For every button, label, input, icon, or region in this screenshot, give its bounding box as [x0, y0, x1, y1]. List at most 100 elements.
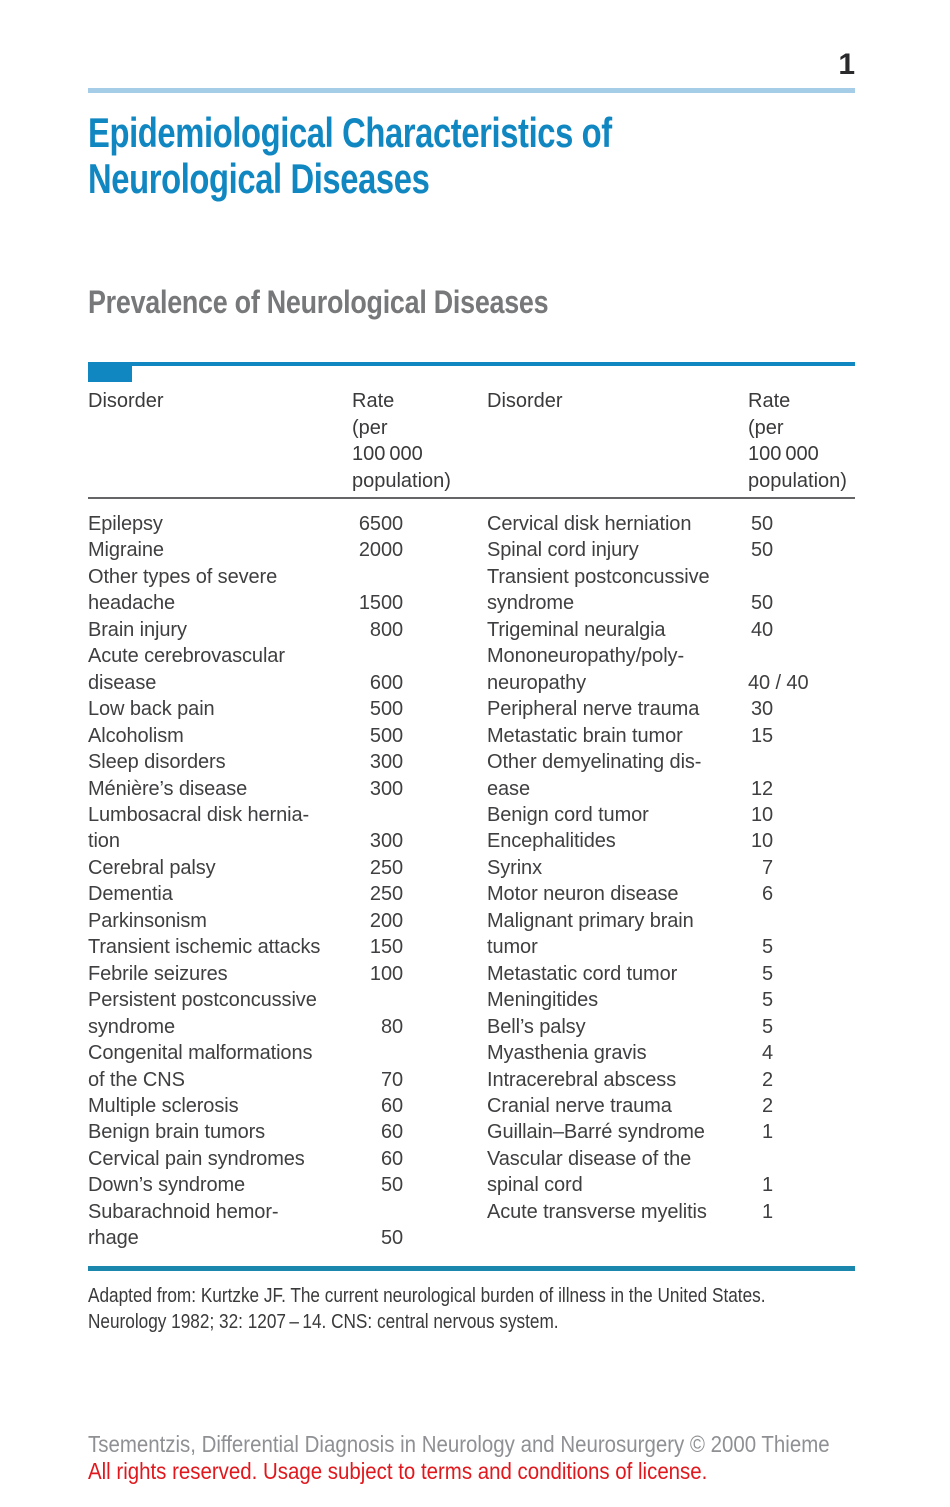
rate-header-line: Rate	[748, 390, 791, 412]
disorder-name: Myasthenia gravis	[487, 1042, 647, 1065]
table-row: Bell’s palsy 5	[487, 1014, 773, 1040]
table-row: Transient postconcussive syndrome 50	[487, 564, 773, 617]
disorder-name: Transient postconcussive syndrome	[487, 565, 710, 615]
disorder-name: Cranial nerve trauma	[487, 1094, 672, 1117]
disorder-name: Metastatic brain tumor	[487, 724, 683, 747]
disorder-rate: 300	[369, 830, 403, 853]
page-footer: Tsementzis, Differential Diagnosis in Ne…	[88, 1431, 923, 1484]
footnote-line: Neurology 1982; 32: 1207 – 14. CNS: cent…	[88, 1310, 559, 1333]
footnote-line: Adapted from: Kurtzke JF. The current ne…	[88, 1285, 766, 1307]
disorder-rate: 250	[369, 856, 403, 879]
column-header-rate: Rate (per 100 000 population)	[748, 388, 847, 494]
disorder-rate: 40 / 40	[748, 671, 809, 694]
table-row: Persistent postconcussive syndrome 80	[88, 987, 403, 1040]
table-row: Other demyelinating dis-ease 12	[487, 749, 773, 802]
table-row: Metastatic cord tumor 5	[487, 961, 773, 987]
table-row: Congenital malformations of the CNS 70	[88, 1040, 403, 1093]
disorder-name: Cervical pain syndromes	[88, 1147, 305, 1170]
disorder-rate: 600	[369, 671, 403, 694]
table-row: Brain injury 800	[88, 617, 403, 643]
disorder-name: Malignant primary brain tumor	[487, 909, 694, 959]
disorder-rate: 7	[761, 856, 773, 879]
table-row: Down’s syndrome 50	[88, 1172, 403, 1198]
table-row: Malignant primary brain tumor 5	[487, 908, 773, 961]
table-footnote: Adapted from: Kurtzke JF. The current ne…	[88, 1284, 862, 1335]
table-row: Intracerebral abscess 2	[487, 1067, 773, 1093]
disorder-name: Benign cord tumor	[487, 803, 649, 826]
disorder-rate: 500	[369, 698, 403, 721]
table-row: Spinal cord injury 50	[487, 537, 773, 563]
chapter-title: Epidemiological Characteristics of Neuro…	[88, 109, 612, 202]
disorder-name: Benign brain tumors	[88, 1121, 266, 1144]
table-row: Parkinsonism 200	[88, 908, 403, 934]
footer-credit: Tsementzis, Differential Diagnosis in Ne…	[88, 1431, 830, 1457]
disorder-rate: 10	[750, 803, 773, 826]
table-row: Syrinx 7	[487, 855, 773, 881]
disorder-name: Cerebral palsy	[88, 856, 216, 879]
table-row: Dementia 250	[88, 881, 403, 907]
disorder-name: Ménière’s disease	[88, 777, 248, 800]
disorder-rate: 2000	[358, 539, 403, 562]
page-number: 1	[838, 48, 855, 81]
disorder-rate: 6500	[358, 513, 403, 535]
table-row: Acute transverse myelitis 1	[487, 1199, 773, 1225]
disorder-rate: 30	[750, 698, 773, 721]
disorder-name: Intracerebral abscess	[487, 1068, 677, 1091]
disorder-rate: 1	[761, 1121, 773, 1144]
table-row: Lumbosacral disk hernia-tion 300	[88, 802, 403, 855]
disorder-rate: 60	[380, 1121, 403, 1144]
disorder-rate: 800	[369, 618, 403, 641]
disorder-rate: 150	[369, 936, 403, 959]
table-row: Trigeminal neuralgia 40	[487, 617, 773, 643]
column-gap	[403, 388, 487, 494]
table-corner-marker	[88, 362, 132, 382]
disorder-name: Other demyelinating dis-ease	[487, 751, 702, 800]
table-row: Sleep disorders 300	[88, 749, 403, 775]
table-row: Meningitides 5	[487, 987, 773, 1013]
disorder-name: Vascular disease of the spinal cord	[487, 1147, 692, 1197]
table-row: Benign cord tumor 10	[487, 802, 773, 828]
table-row: Encephalitides 10	[487, 828, 773, 854]
disorder-rate: 50	[380, 1227, 403, 1250]
table-row: Migraine 2000	[88, 537, 403, 563]
column-header-label: Disorder	[487, 390, 563, 412]
table-row: Benign brain tumors 60	[88, 1119, 403, 1145]
table-row: Cervical pain syndromes 60	[88, 1146, 403, 1172]
table-row: Low back pain 500	[88, 696, 403, 722]
disorder-rate: 60	[380, 1094, 403, 1117]
table-row: Epilepsy 6500	[88, 511, 403, 537]
column-header-disorder: Disorder	[487, 388, 748, 494]
disorder-rate: 2	[761, 1094, 773, 1117]
disorder-name: Bell’s palsy	[487, 1015, 586, 1038]
disorder-name: Acute transverse myelitis	[487, 1200, 707, 1223]
table-column-left: Epilepsy 6500 Migraine 2000 Other types of s…	[88, 511, 403, 1252]
table-row: Multiple sclerosis 60	[88, 1093, 403, 1119]
disorder-rate: 50	[380, 1174, 403, 1197]
disorder-rate: 40	[750, 618, 773, 641]
rate-header-line: (per	[748, 416, 784, 439]
disorder-rate: 6	[761, 883, 773, 906]
disorder-name: Encephalitides	[487, 830, 616, 853]
disorder-name: Syrinx	[487, 856, 542, 879]
table-row: Subarachnoid hemor-rhage 50	[88, 1199, 403, 1252]
disorder-name: Other types of severe headache	[88, 565, 278, 615]
disorder-rate: 2	[761, 1068, 773, 1091]
table-row: Cranial nerve trauma 2	[487, 1093, 773, 1119]
disorder-name: Epilepsy	[88, 513, 163, 535]
disorder-name: Low back pain	[88, 698, 215, 721]
disorder-name: Meningitides	[487, 989, 599, 1012]
table-bottom-rule	[88, 1266, 855, 1271]
table-row: Motor neuron disease 6	[487, 881, 773, 907]
disorder-name: Congenital malformations of the CNS	[88, 1042, 313, 1091]
disorder-name: Persistent postconcussive syndrome	[88, 989, 317, 1038]
disorder-name: Alcoholism	[88, 724, 184, 747]
disorder-rate: 1500	[358, 592, 403, 615]
disorder-name: Guillain–Barré syndrome	[487, 1121, 705, 1144]
footer-rights: All rights reserved. Usage subject to te…	[88, 1457, 708, 1484]
table-header-divider	[88, 497, 855, 499]
table-row: Febrile seizures 100	[88, 961, 403, 987]
disorder-rate: 200	[369, 909, 403, 932]
section-heading: Prevalence of Neurological Diseases	[88, 284, 549, 320]
table-row: Cervical disk herniation 50	[487, 511, 773, 537]
